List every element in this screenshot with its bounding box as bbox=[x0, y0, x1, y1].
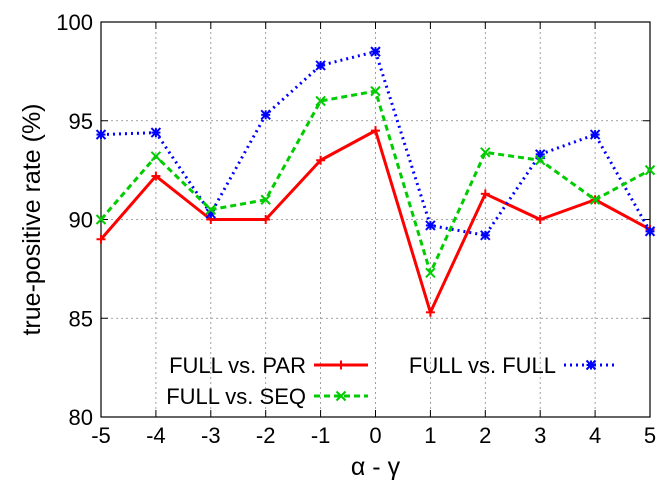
x-tick-label: -5 bbox=[91, 423, 111, 448]
x-tick-label: 1 bbox=[424, 423, 436, 448]
x-tick-label: 4 bbox=[589, 423, 601, 448]
series-2-point bbox=[425, 267, 436, 279]
legend: FULL vs. PAR FULL vs. FULL FULL vs. SEQ bbox=[166, 353, 618, 409]
series-0-point bbox=[261, 215, 271, 224]
series-2-point bbox=[315, 95, 326, 107]
series-0-point bbox=[480, 189, 490, 199]
legend-label: FULL vs. FULL bbox=[409, 353, 556, 378]
series-2-point bbox=[644, 164, 656, 176]
x-tick-label: -4 bbox=[146, 423, 166, 448]
series-0-point bbox=[371, 126, 380, 136]
series-1-point bbox=[589, 129, 601, 140]
series-0-point bbox=[316, 155, 326, 165]
series-2-point bbox=[260, 194, 271, 205]
x-tick-label: -3 bbox=[201, 423, 221, 448]
x-tick-label: 3 bbox=[534, 423, 546, 448]
x-axis-label: α - γ bbox=[351, 453, 401, 481]
series-1-point bbox=[425, 220, 436, 231]
x-tick-label: -1 bbox=[311, 423, 331, 448]
series-0-point bbox=[151, 171, 161, 181]
series-0-point bbox=[96, 234, 106, 244]
y-axis-label: true-positive rate (%) bbox=[18, 103, 46, 335]
grid bbox=[101, 22, 650, 417]
series-2-point bbox=[534, 155, 546, 166]
legend-marker bbox=[336, 360, 346, 370]
x-tick-label: 2 bbox=[479, 423, 491, 448]
y-tick-label: 90 bbox=[69, 208, 93, 233]
x-tick-label: 0 bbox=[369, 423, 381, 448]
series-1-point bbox=[150, 127, 162, 138]
legend-marker bbox=[335, 390, 347, 402]
series-2-point bbox=[150, 151, 162, 162]
series-lines bbox=[95, 46, 656, 317]
series-1-point bbox=[644, 226, 656, 237]
y-tick-label: 95 bbox=[69, 109, 93, 134]
series-2-point bbox=[480, 147, 491, 158]
axis-ticks: -5 -4 -3 -2 -1 0 1 2 3 4 5 80 85 90 95 100 bbox=[56, 10, 656, 448]
series-2-point bbox=[95, 214, 107, 225]
legend-label: FULL vs. PAR bbox=[169, 353, 306, 378]
legend-label: FULL vs. SEQ bbox=[166, 384, 306, 409]
series-1-point bbox=[260, 109, 271, 121]
series-1-point bbox=[95, 129, 107, 140]
y-tick-label: 80 bbox=[69, 405, 93, 430]
series-2-point bbox=[205, 204, 217, 215]
series-0-point bbox=[425, 307, 435, 317]
series-2-point bbox=[370, 85, 381, 97]
series-0-point bbox=[535, 215, 545, 224]
series-1-point bbox=[370, 46, 381, 57]
legend-marker bbox=[585, 359, 597, 371]
series-1-point bbox=[480, 230, 491, 241]
y-tick-label: 100 bbox=[56, 10, 93, 35]
series-1-point bbox=[315, 60, 326, 71]
x-tick-label: -2 bbox=[256, 423, 276, 448]
series-2-point bbox=[589, 194, 601, 205]
y-tick-label: 85 bbox=[69, 306, 93, 331]
x-tick-label: 5 bbox=[644, 423, 656, 448]
